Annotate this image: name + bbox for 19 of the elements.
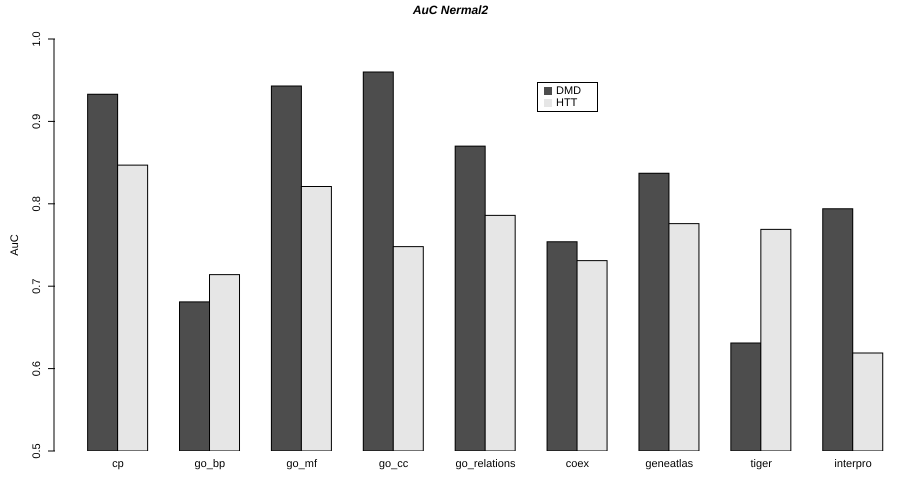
y-tick-label: 0.9 — [31, 114, 43, 130]
x-tick-label: cp — [112, 458, 124, 470]
y-tick-label: 1.0 — [31, 31, 43, 47]
y-tick-label: 0.5 — [31, 443, 43, 459]
x-tick-label: go_cc — [378, 458, 409, 470]
y-tick-label: 0.8 — [31, 196, 43, 212]
legend-label: DMD — [556, 85, 582, 97]
x-tick-label: go_bp — [194, 458, 226, 470]
x-tick-label: tiger — [750, 458, 772, 470]
x-tick-label: coex — [566, 458, 590, 470]
y-axis-title: AuC — [8, 234, 21, 256]
y-tick-label: 0.7 — [31, 278, 43, 294]
legend-label: HTT — [556, 97, 578, 109]
chart-title: AuC Nermal2 — [412, 3, 490, 17]
x-tick-label: interpro — [834, 458, 872, 470]
x-tick-label: geneatlas — [645, 458, 694, 470]
x-tick-label: go_mf — [286, 458, 318, 470]
y-tick-label: 0.6 — [31, 360, 43, 376]
x-tick-label: go_relations — [456, 458, 516, 470]
